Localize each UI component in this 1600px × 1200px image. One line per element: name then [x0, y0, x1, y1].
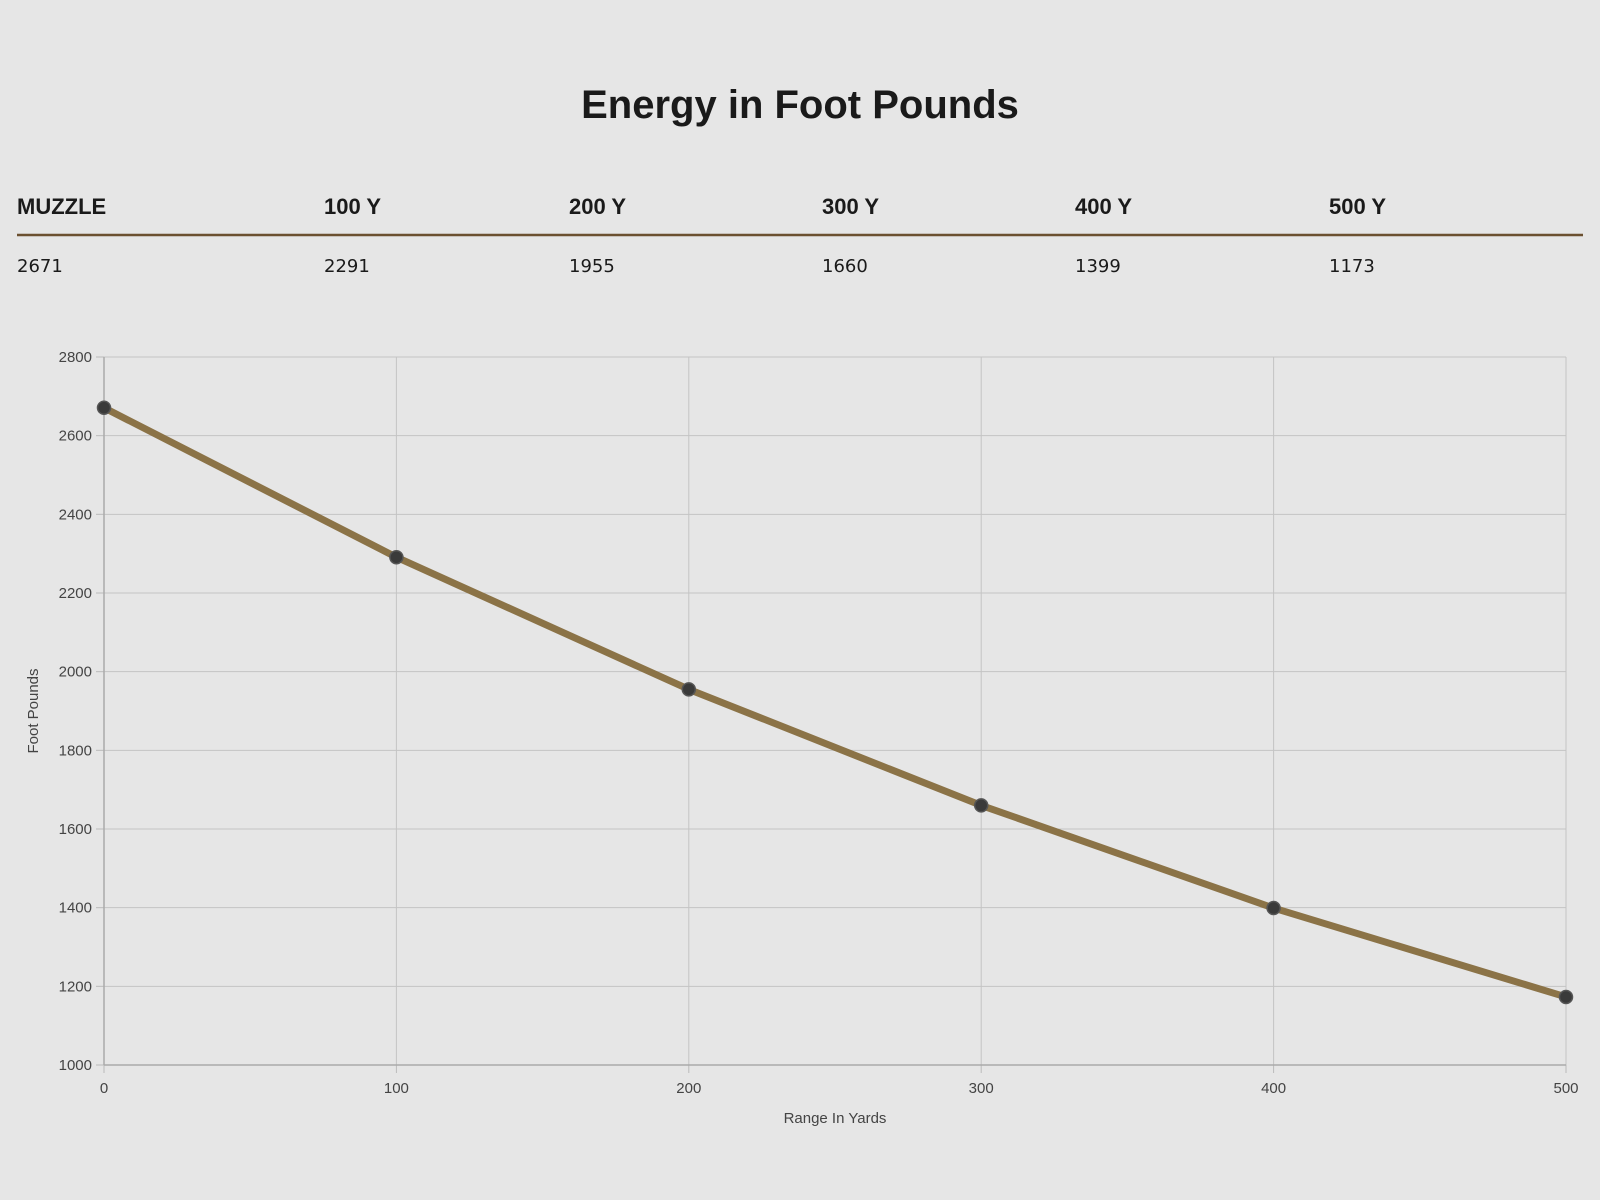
y-tick-label: 2000	[59, 664, 92, 681]
data-point	[96, 400, 112, 415]
x-tick-label: 400	[1261, 1080, 1286, 1097]
x-tick-label: 100	[384, 1080, 409, 1097]
y-tick-label: 1200	[59, 978, 92, 995]
y-tick-label: 1400	[59, 900, 92, 917]
table-header: 500 Y	[1329, 194, 1386, 219]
data-point	[1558, 989, 1574, 1005]
data-point	[1266, 900, 1281, 916]
table-header: 200 Y	[569, 194, 626, 219]
y-tick-label: 1800	[59, 742, 92, 759]
data-point	[973, 798, 989, 813]
y-tick-label: 1000	[59, 1057, 92, 1074]
y-tick-label: 1600	[59, 821, 92, 838]
table-header: 100 Y	[324, 194, 381, 219]
table-cell: 1660	[822, 256, 868, 277]
x-tick-label: 0	[100, 1080, 108, 1097]
table-cell: 1955	[569, 256, 615, 277]
table-cell: 1399	[1075, 256, 1121, 277]
data-line	[100, 404, 1570, 1001]
x-tick-label: 200	[676, 1080, 701, 1097]
table-header: MUZZLE	[17, 194, 106, 219]
data-point	[389, 549, 404, 565]
x-tick-label: 500	[1553, 1080, 1578, 1097]
x-tick-label: 300	[969, 1080, 994, 1097]
table-cell: 2671	[17, 256, 63, 277]
table-cell: 2291	[324, 256, 370, 277]
y-tick-label: 2600	[59, 428, 92, 445]
y-axis-title: Foot Pounds	[25, 668, 42, 753]
table-header: 300 Y	[822, 194, 879, 219]
table-header: 400 Y	[1075, 194, 1132, 219]
table-cell: 1173	[1329, 256, 1375, 277]
y-tick-label: 2400	[59, 506, 92, 523]
y-tick-label: 2200	[59, 585, 92, 602]
x-axis-title: Range In Yards	[784, 1110, 887, 1127]
y-tick-label: 2800	[59, 349, 92, 366]
data-point	[681, 682, 697, 697]
page-title: Energy in Foot Pounds	[581, 83, 1019, 127]
